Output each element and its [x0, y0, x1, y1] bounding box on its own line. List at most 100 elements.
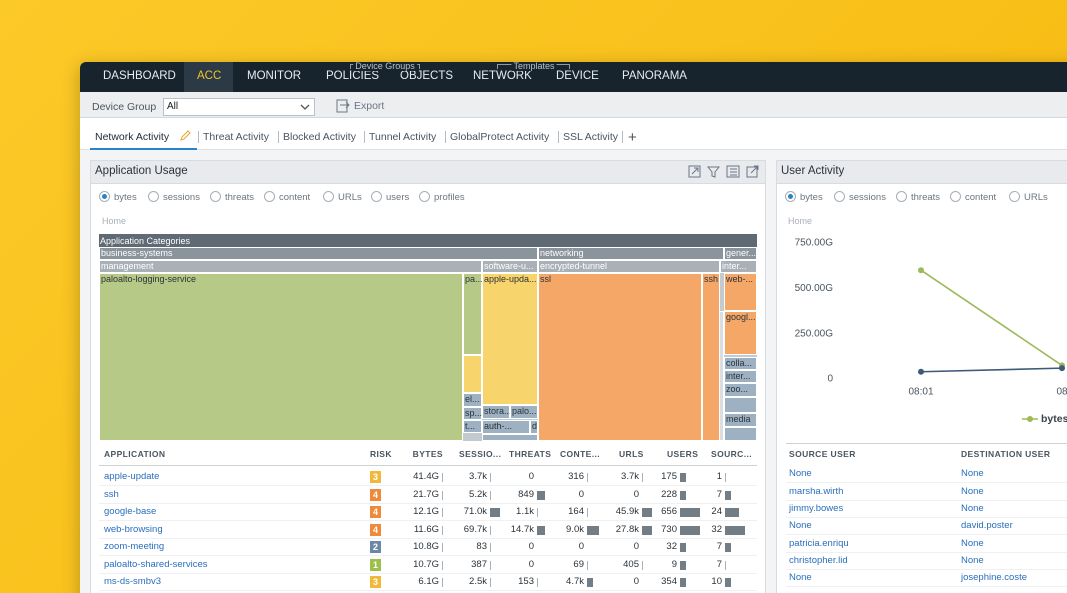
- radio-label[interactable]: URLs: [338, 192, 362, 204]
- nav-item[interactable]: OBJECTS: [400, 70, 454, 83]
- treemap-cell[interactable]: management: [99, 260, 482, 273]
- export-button[interactable]: Export: [354, 99, 385, 112]
- device-group-select[interactable]: [163, 98, 315, 116]
- cell-bar: [725, 578, 731, 587]
- treemap-cell[interactable]: auth-...: [482, 420, 530, 434]
- treemap-cell[interactable]: apple-upda...: [482, 273, 538, 405]
- y-tick-label: 500.00G: [795, 283, 834, 294]
- radio-label[interactable]: bytes: [800, 192, 823, 204]
- radio[interactable]: [323, 191, 334, 202]
- radio[interactable]: [896, 191, 907, 202]
- treemap-cell[interactable]: zoo...: [724, 383, 757, 397]
- tab[interactable]: Threat Activity: [203, 130, 269, 143]
- treemap-label: sp...: [465, 408, 482, 418]
- cell-bar: [587, 473, 588, 482]
- treemap-cell[interactable]: inter...: [724, 370, 757, 383]
- radio-label[interactable]: URLs: [1024, 192, 1048, 204]
- cell-value: 32: [711, 524, 722, 536]
- treemap-cell[interactable]: pa...: [463, 273, 482, 355]
- treemap-cell[interactable]: ssl: [538, 273, 702, 441]
- cell-bar: [680, 561, 686, 570]
- radio[interactable]: [419, 191, 430, 202]
- select-chevron: [300, 104, 310, 110]
- radio[interactable]: [950, 191, 961, 202]
- radio-label[interactable]: threats: [911, 192, 941, 204]
- treemap-cell[interactable]: ssh: [702, 273, 720, 441]
- user-link[interactable]: None: [961, 486, 984, 498]
- app-link[interactable]: web-browsing: [104, 524, 163, 536]
- nav-item[interactable]: MONITOR: [247, 70, 302, 83]
- user-link[interactable]: jimmy.bowes: [789, 503, 844, 515]
- radio[interactable]: [264, 191, 275, 202]
- panel-tools[interactable]: [688, 165, 760, 179]
- nav-item[interactable]: ACC: [197, 70, 222, 83]
- radio-label[interactable]: users: [386, 192, 410, 204]
- user-link[interactable]: None: [789, 572, 812, 584]
- app-link[interactable]: paloalto-shared-services: [104, 559, 208, 571]
- radio[interactable]: [148, 191, 159, 202]
- user-link[interactable]: None: [961, 503, 984, 515]
- radio-label[interactable]: content: [965, 192, 997, 204]
- row-divider: [99, 485, 757, 486]
- radio-label[interactable]: bytes: [114, 192, 137, 204]
- treemap-cell[interactable]: software-u...: [482, 260, 538, 273]
- nav-item[interactable]: DASHBOARD: [103, 70, 176, 83]
- radio[interactable]: [1009, 191, 1020, 202]
- treemap-label: business-systems: [101, 248, 173, 258]
- treemap-cell[interactable]: sp...: [463, 407, 482, 420]
- radio[interactable]: [210, 191, 221, 202]
- treemap-cell[interactable]: googl...: [724, 311, 757, 355]
- treemap-cell[interactable]: web-...: [724, 273, 757, 311]
- nav-item[interactable]: DEVICE: [556, 70, 599, 83]
- user-link[interactable]: None: [961, 555, 984, 567]
- treemap-cell[interactable]: el...: [463, 393, 482, 407]
- radio-label[interactable]: threats: [225, 192, 255, 204]
- app-link[interactable]: google-base: [104, 506, 157, 518]
- radio-label[interactable]: sessions: [849, 192, 886, 204]
- treemap-cell[interactable]: media: [724, 413, 757, 427]
- treemap-cell[interactable]: paloalto-logging-service: [99, 273, 463, 441]
- user-link[interactable]: christopher.lid: [789, 555, 848, 567]
- tab[interactable]: SSL Activity: [563, 130, 619, 143]
- user-link[interactable]: patricia.enriqu: [789, 538, 849, 550]
- treemap-cell[interactable]: networking: [538, 247, 724, 260]
- radio[interactable]: [834, 191, 845, 202]
- treemap-cell[interactable]: palo...: [510, 405, 538, 419]
- treemap-cell[interactable]: t...: [463, 420, 482, 433]
- app-link[interactable]: ssh: [104, 489, 119, 501]
- tab[interactable]: Blocked Activity: [283, 130, 356, 143]
- nav-item[interactable]: PANORAMA: [622, 70, 687, 83]
- treemap-cell[interactable]: d: [530, 420, 538, 434]
- edit-icon[interactable]: [179, 130, 191, 142]
- app-link[interactable]: zoom-meeting: [104, 541, 165, 553]
- radio-label[interactable]: content: [279, 192, 311, 204]
- app-link[interactable]: ms-ds-smbv3: [104, 576, 162, 588]
- treemap-cell[interactable]: stora...: [482, 405, 510, 419]
- treemap-cell[interactable]: encrypted-tunnel: [538, 260, 720, 273]
- treemap-cell[interactable]: inter...: [720, 260, 757, 273]
- treemap-label: ssl: [540, 274, 551, 284]
- tab[interactable]: Network Activity: [95, 130, 170, 143]
- cell-value: 69.7k: [463, 524, 487, 536]
- radio-label[interactable]: sessions: [163, 192, 200, 204]
- user-link[interactable]: None: [961, 468, 984, 480]
- nav-item[interactable]: NETWORK: [473, 70, 532, 83]
- tab[interactable]: Tunnel Activity: [369, 130, 437, 143]
- user-link[interactable]: marsha.wirth: [789, 486, 844, 498]
- user-link[interactable]: josephine.coste: [961, 572, 1028, 584]
- radio-label[interactable]: profiles: [434, 192, 465, 204]
- treemap-cell[interactable]: business-systems: [99, 247, 538, 260]
- user-link[interactable]: None: [789, 468, 812, 480]
- app-link[interactable]: apple-update: [104, 471, 160, 483]
- treemap-label: googl...: [726, 312, 756, 322]
- tab[interactable]: +: [628, 128, 637, 146]
- tab[interactable]: GlobalProtect Activity: [450, 130, 550, 143]
- treemap-cell[interactable]: colla...: [724, 357, 757, 370]
- cell-bar: [642, 473, 643, 482]
- treemap-cell[interactable]: gener...: [724, 247, 757, 260]
- radio[interactable]: [371, 191, 382, 202]
- nav-item[interactable]: POLICIES: [326, 70, 380, 83]
- user-link[interactable]: None: [961, 538, 984, 550]
- user-link[interactable]: david.poster: [961, 520, 1013, 532]
- user-link[interactable]: None: [789, 520, 812, 532]
